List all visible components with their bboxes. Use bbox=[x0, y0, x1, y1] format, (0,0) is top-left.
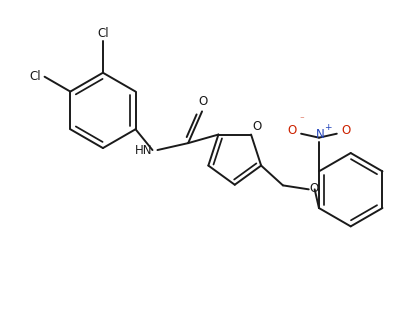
Text: O: O bbox=[286, 124, 295, 137]
Text: Cl: Cl bbox=[29, 70, 40, 83]
Text: ⁻: ⁻ bbox=[299, 116, 304, 125]
Text: O: O bbox=[309, 182, 318, 195]
Text: HN: HN bbox=[135, 144, 152, 157]
Text: O: O bbox=[198, 95, 207, 108]
Text: N: N bbox=[315, 128, 323, 141]
Text: O: O bbox=[252, 119, 261, 133]
Text: +: + bbox=[323, 123, 330, 132]
Text: Cl: Cl bbox=[97, 27, 109, 40]
Text: O: O bbox=[341, 124, 350, 137]
